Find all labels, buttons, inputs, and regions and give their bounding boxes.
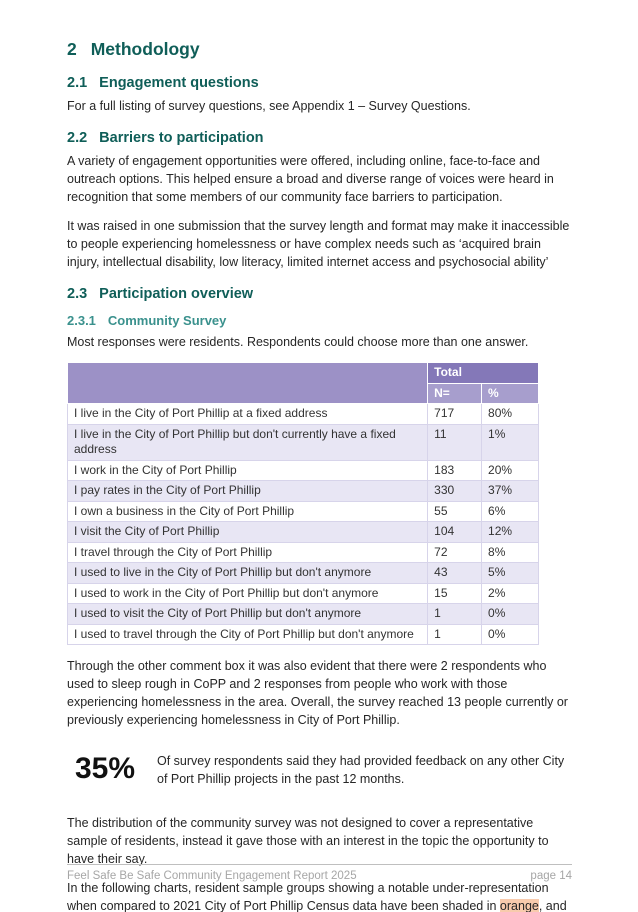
- table-row: I used to work in the City of Port Phill…: [66, 582, 539, 604]
- heading-text: Community Survey: [107, 313, 227, 328]
- table-row: I used to travel through the City of Por…: [66, 623, 539, 645]
- orange-highlight: orange: [499, 899, 539, 912]
- table-cell-percent: 12%: [481, 521, 539, 543]
- heading-text: Barriers to participation: [99, 130, 264, 146]
- table-cell-n: 1: [427, 603, 483, 625]
- table-cell-label: I visit the City of Port Phillip: [66, 521, 429, 543]
- table-cell-label: I pay rates in the City of Port Phillip: [66, 480, 429, 502]
- section-heading-engagement-questions: 2.1 Engagement questions: [67, 74, 572, 92]
- stat-value: 35%: [75, 752, 136, 785]
- paragraph-engagement-questions: For a full listing of survey questions, …: [67, 99, 471, 113]
- footer-page-number: page 14: [530, 870, 572, 882]
- table-header-n: N=: [427, 382, 483, 404]
- heading-text: Engagement questions: [99, 75, 259, 91]
- table-row: I live in the City of Port Phillip at a …: [66, 403, 539, 425]
- table-row: I pay rates in the City of Port Phillip …: [66, 480, 539, 502]
- highlight-para-part1: In the following charts, resident sample…: [67, 881, 549, 912]
- heading-number: 2.2: [67, 130, 88, 146]
- paragraph-barriers-1: A variety of engagement opportunities we…: [67, 154, 554, 204]
- table-cell-n: 183: [427, 459, 483, 481]
- table-cell-label: I used to work in the City of Port Phill…: [66, 582, 429, 604]
- highlight-para-part2: , and those with a notable over-represen…: [538, 899, 567, 912]
- table-cell-n: 72: [427, 541, 483, 563]
- survey-table-header: Total N= %: [66, 362, 539, 404]
- table-cell-label: I own a business in the City of Port Phi…: [66, 500, 429, 522]
- table-cell-label: I used to visit the City of Port Phillip…: [66, 603, 429, 625]
- heading-text: Methodology: [90, 39, 200, 59]
- table-row: I live in the City of Port Phillip but d…: [66, 423, 539, 461]
- section-heading-barriers: 2.2 Barriers to participation: [67, 129, 572, 147]
- table-cell-label: I used to travel through the City of Por…: [66, 623, 429, 645]
- heading-number: 2.1: [67, 75, 88, 91]
- table-cell-label: I work in the City of Port Phillip: [66, 459, 429, 481]
- table-cell-n: 15: [427, 582, 483, 604]
- table-cell-n: 104: [427, 521, 483, 543]
- table-cell-label: I travel through the City of Port Philli…: [66, 541, 429, 563]
- paragraph-barriers-2: It was raised in one submission that the…: [67, 219, 570, 269]
- table-cell-n: 717: [427, 403, 483, 425]
- paragraph-distribution: The distribution of the community survey…: [67, 816, 549, 866]
- table-row: I visit the City of Port Phillip 104 12%: [66, 521, 539, 543]
- survey-respondent-table: Total N= % I live in the City of Port Ph…: [66, 362, 539, 645]
- section-heading-participation-overview: 2.3 Participation overview: [67, 285, 572, 303]
- table-cell-percent: 0%: [481, 603, 539, 625]
- table-cell-n: 1: [427, 623, 483, 645]
- survey-table-body: I live in the City of Port Phillip at a …: [66, 403, 539, 645]
- table-cell-percent: 0%: [481, 623, 539, 645]
- table-cell-label: I used to live in the City of Port Phill…: [66, 562, 429, 584]
- table-cell-percent: 5%: [481, 562, 539, 584]
- table-cell-percent: 8%: [481, 541, 539, 563]
- stat-description: Of survey respondents said they had prov…: [157, 754, 565, 786]
- table-cell-n: 55: [427, 500, 483, 522]
- table-cell-n: 11: [427, 423, 483, 461]
- table-cell-percent: 6%: [481, 500, 539, 522]
- section-heading-methodology: 2 Methodology: [67, 38, 572, 60]
- table-header-total: Total: [427, 362, 539, 384]
- paragraph-after-table: Through the other comment box it was als…: [67, 659, 568, 727]
- table-cell-percent: 80%: [481, 403, 539, 425]
- heading-number: 2: [67, 39, 77, 59]
- table-cell-n: 43: [427, 562, 483, 584]
- heading-text: Participation overview: [99, 286, 254, 302]
- table-cell-percent: 37%: [481, 480, 539, 502]
- paragraph-survey-intro: Most responses were residents. Responden…: [67, 335, 529, 349]
- heading-number: 2.3: [67, 286, 88, 302]
- table-cell-percent: 1%: [481, 423, 539, 461]
- paragraph-highlights: In the following charts, resident sample…: [67, 879, 572, 912]
- table-row: I travel through the City of Port Philli…: [66, 541, 539, 563]
- section-heading-community-survey: 2.3.1 Community Survey: [67, 313, 572, 329]
- table-row: I used to live in the City of Port Phill…: [66, 562, 539, 584]
- table-cell-percent: 2%: [481, 582, 539, 604]
- heading-number: 2.3.1: [67, 313, 96, 328]
- table-cell-percent: 20%: [481, 459, 539, 481]
- footer-report-title: Feel Safe Be Safe Community Engagement R…: [67, 870, 357, 882]
- table-row: I work in the City of Port Phillip 183 2…: [66, 459, 539, 481]
- table-cell-label: I live in the City of Port Phillip at a …: [66, 403, 429, 425]
- table-row: I used to visit the City of Port Phillip…: [66, 603, 539, 625]
- table-row: I own a business in the City of Port Phi…: [66, 500, 539, 522]
- table-cell-n: 330: [427, 480, 483, 502]
- table-header-empty-cell: [66, 362, 429, 404]
- page-content: 2 Methodology 2.1 Engagement questions For…: [66, 38, 572, 912]
- table-cell-label: I live in the City of Port Phillip but d…: [66, 423, 429, 461]
- page-footer: Feel Safe Be Safe Community Engagement R…: [67, 864, 572, 882]
- stat-callout: 35% Of survey respondents said they had …: [67, 751, 572, 788]
- table-header-percent: %: [481, 382, 539, 404]
